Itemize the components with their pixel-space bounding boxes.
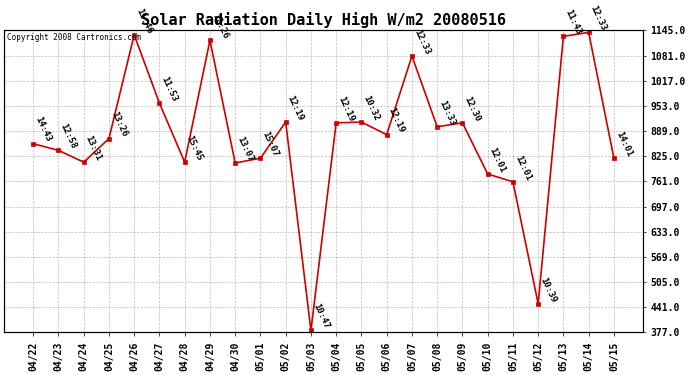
- Text: 12:26: 12:26: [210, 12, 230, 40]
- Text: 12:58: 12:58: [59, 122, 78, 150]
- Text: 14:01: 14:01: [614, 130, 633, 158]
- Text: 10:32: 10:32: [362, 94, 381, 122]
- Text: 10:47: 10:47: [311, 302, 331, 330]
- Text: 10:39: 10:39: [538, 276, 558, 304]
- Text: 13:33: 13:33: [437, 99, 457, 127]
- Text: 12:33: 12:33: [589, 4, 608, 32]
- Text: 13:31: 13:31: [83, 134, 104, 162]
- Text: 12:33: 12:33: [412, 28, 431, 56]
- Text: 15:45: 15:45: [185, 134, 204, 162]
- Text: 11:53: 11:53: [159, 75, 179, 103]
- Text: 12:19: 12:19: [336, 95, 355, 123]
- Text: 12:30: 12:30: [462, 95, 482, 123]
- Text: 11:43: 11:43: [564, 8, 583, 36]
- Text: 14:43: 14:43: [33, 116, 52, 144]
- Text: 12:01: 12:01: [488, 146, 507, 174]
- Text: 12:01: 12:01: [513, 154, 533, 182]
- Text: 13:26: 13:26: [109, 110, 128, 139]
- Title: Solar Radiation Daily High W/m2 20080516: Solar Radiation Daily High W/m2 20080516: [141, 12, 506, 28]
- Text: 11:46: 11:46: [134, 7, 154, 35]
- Text: 15:07: 15:07: [260, 130, 280, 158]
- Text: 13:07: 13:07: [235, 135, 255, 163]
- Text: 12:19: 12:19: [286, 94, 305, 122]
- Text: Copyright 2008 Cartronics.com: Copyright 2008 Cartronics.com: [8, 33, 141, 42]
- Text: 12:19: 12:19: [386, 106, 406, 135]
